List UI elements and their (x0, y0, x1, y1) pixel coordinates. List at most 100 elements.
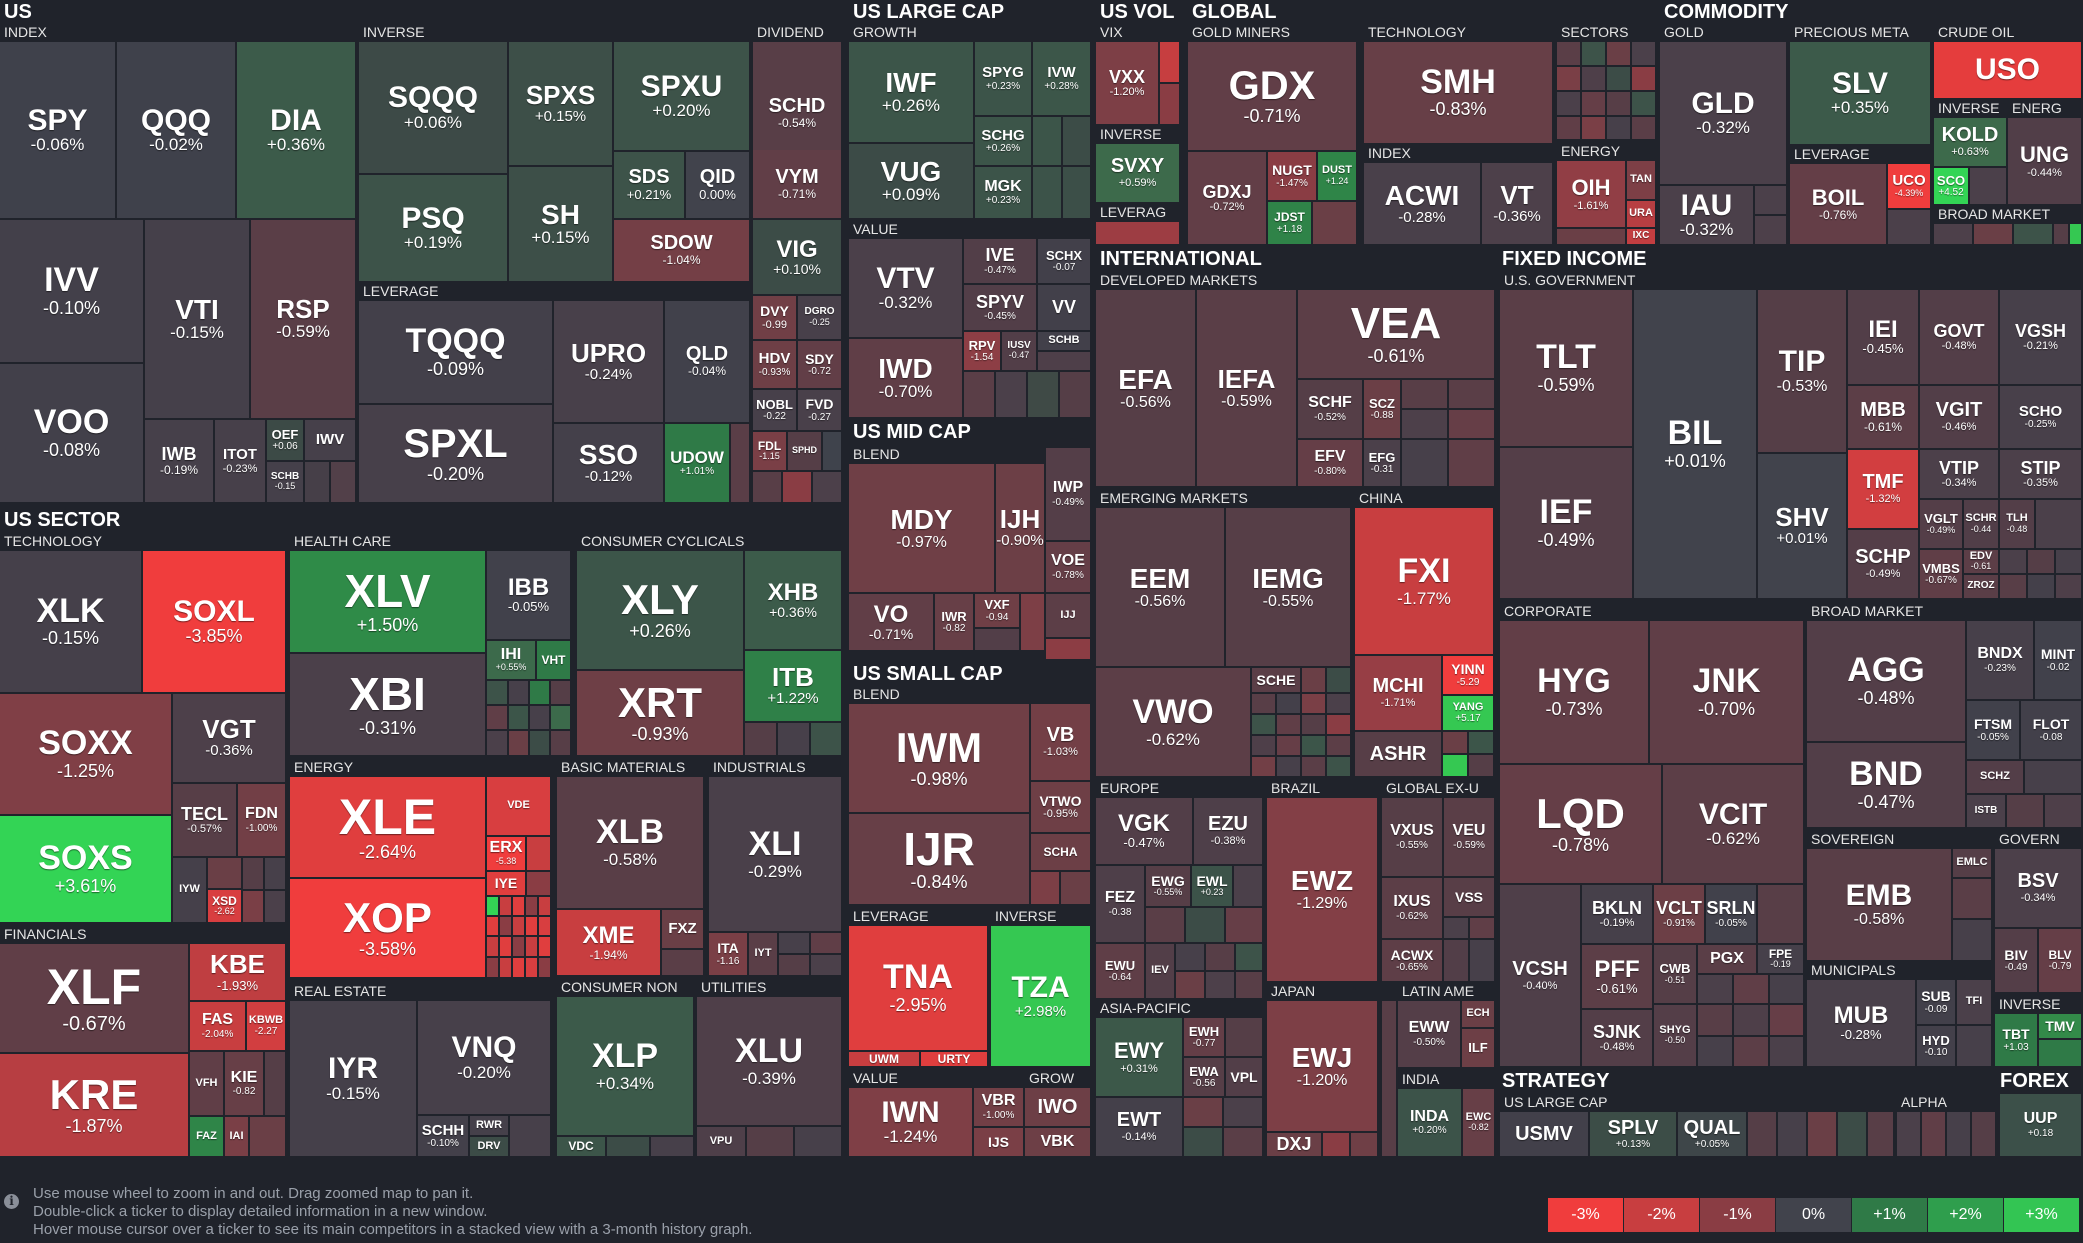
ticker-tile[interactable] (1234, 866, 1264, 908)
ticker-lqd[interactable]: LQD -0.78% (1500, 765, 1663, 885)
ticker-tile[interactable] (1758, 885, 1805, 945)
ticker-tile[interactable] (1557, 92, 1582, 117)
ticker-tile[interactable] (811, 933, 843, 955)
ticker-tile[interactable] (530, 706, 551, 731)
ticker-udow[interactable]: UDOW +1.01% (665, 424, 731, 504)
ticker-tile[interactable] (305, 462, 331, 504)
ticker-tile[interactable] (487, 937, 500, 958)
ticker-ezu[interactable]: EZU -0.38% (1194, 798, 1264, 866)
ticker-qqq[interactable]: QQQ -0.02% (117, 42, 237, 220)
ticker-tile[interactable] (1302, 757, 1327, 778)
ticker-erx[interactable]: ERX -5.38 (487, 837, 527, 872)
ticker-tile[interactable] (1327, 757, 1352, 778)
ticker-tqqq[interactable]: TQQQ -0.09% (359, 301, 554, 405)
ticker-iwp[interactable]: IWP -0.49% (1046, 448, 1092, 542)
ticker-gld[interactable]: GLD -0.32% (1660, 42, 1788, 186)
ticker-tile[interactable] (526, 937, 539, 958)
ticker-fas[interactable]: FAS -2.04% (190, 1002, 247, 1052)
ticker-tile[interactable] (813, 472, 843, 504)
ticker-fdl[interactable]: FDL -1.15 (753, 432, 788, 472)
ticker-rwr[interactable]: RWR (470, 1116, 510, 1137)
ticker-ivv[interactable]: IVV -0.10% (0, 220, 145, 364)
ticker-ewy[interactable]: EWY +0.31% (1096, 1018, 1184, 1098)
ticker-acwi[interactable]: ACWI -0.28% (1364, 163, 1482, 246)
ticker-iwm[interactable]: IWM -0.98% (849, 704, 1031, 814)
ticker-tile[interactable] (1449, 410, 1496, 440)
ticker-tile[interactable] (1277, 757, 1302, 778)
ticker-shyg[interactable]: SHYG -0.50 (1654, 1005, 1698, 1068)
ticker-tile[interactable] (811, 723, 843, 757)
ticker-tile[interactable] (530, 681, 551, 706)
ticker-uso[interactable]: USO (1934, 42, 2083, 100)
ticker-vtip[interactable]: VTIP -0.34% (1920, 450, 2000, 500)
ticker-xlv[interactable]: XLV +1.50% (290, 551, 487, 654)
ticker-tile[interactable] (1897, 1112, 1922, 1158)
ticker-tile[interactable] (487, 897, 500, 917)
ticker-tile[interactable] (1033, 117, 1063, 167)
ticker-tile[interactable] (1582, 67, 1607, 92)
ticker-smh[interactable]: SMH -0.83% (1364, 42, 1554, 145)
ticker-tile[interactable] (1443, 755, 1469, 778)
ticker-boil[interactable]: BOIL -0.76% (1790, 164, 1888, 246)
ticker-tmf[interactable]: TMF -1.32% (1848, 450, 1920, 530)
ticker-tile[interactable] (513, 937, 526, 958)
ticker-iev[interactable]: IEV (1146, 944, 1176, 1000)
ticker-inda[interactable]: INDA +0.20% (1398, 1089, 1463, 1158)
ticker-schx[interactable]: SCHX -0.07 (1038, 239, 1092, 285)
ticker-jdst[interactable]: JDST +1.18 (1268, 202, 1313, 246)
ticker-tile[interactable] (1021, 594, 1046, 652)
ticker-tile[interactable] (551, 731, 572, 757)
ticker-vgk[interactable]: VGK -0.47% (1096, 798, 1194, 866)
ticker-tile[interactable] (487, 706, 509, 731)
ticker-tile[interactable] (1557, 229, 1627, 246)
ticker-tile[interactable] (1302, 715, 1327, 736)
ticker-tile[interactable] (1972, 1112, 1997, 1158)
ticker-tile[interactable] (1302, 694, 1327, 715)
ticker-ftsm[interactable]: FTSM -0.05% (1967, 701, 2021, 761)
ticker-tile[interactable] (1063, 117, 1092, 167)
ticker-vo[interactable]: VO -0.71% (849, 594, 935, 652)
ticker-oih[interactable]: OIH -1.61% (1557, 161, 1627, 229)
ticker-tile[interactable] (2000, 550, 2028, 575)
ticker-tile[interactable] (1734, 1037, 1770, 1068)
ticker-tile[interactable] (1382, 1001, 1398, 1158)
ticker-tile[interactable] (551, 706, 572, 731)
ticker-tile[interactable] (513, 917, 526, 937)
ticker-tile[interactable] (745, 723, 778, 757)
ticker-xlf[interactable]: XLF -0.67% (0, 944, 190, 1054)
ticker-ewg[interactable]: EWG -0.55% (1146, 866, 1192, 908)
ticker-efg[interactable]: EFG -0.31 (1364, 440, 1402, 488)
ticker-tile[interactable] (509, 731, 530, 757)
ticker-soxs[interactable]: SOXS +3.61% (0, 816, 173, 924)
ticker-tile[interactable] (1252, 757, 1277, 778)
ticker-tile[interactable] (539, 937, 552, 958)
ticker-svxy[interactable]: SVXY +0.59% (1096, 144, 1181, 204)
ticker-tile[interactable] (1402, 380, 1449, 410)
ticker-tile[interactable] (1748, 1112, 1778, 1158)
ticker-tile[interactable] (1557, 117, 1582, 141)
ticker-tile[interactable] (2070, 224, 2083, 246)
ticker-schb[interactable]: SCHB -0.15 (267, 462, 305, 504)
ticker-ewz[interactable]: EWZ -1.29% (1267, 798, 1379, 983)
ticker-tile[interactable] (1734, 975, 1770, 1005)
ticker-sh[interactable]: SH +0.15% (509, 167, 614, 283)
ticker-xli[interactable]: XLI -0.29% (709, 777, 843, 933)
ticker-tile[interactable] (1224, 1098, 1264, 1128)
ticker-rpv[interactable]: RPV -1.54 (964, 332, 1002, 372)
ticker-vgt[interactable]: VGT -0.36% (173, 694, 287, 784)
ticker-tile[interactable] (1557, 67, 1582, 92)
ticker-tile[interactable] (539, 958, 552, 979)
ticker-nobl[interactable]: NOBL -0.22 (753, 390, 798, 432)
ticker-tile[interactable] (1224, 1128, 1264, 1158)
ticker-tile[interactable] (1252, 694, 1277, 715)
ticker-tile[interactable] (1046, 639, 1092, 661)
ticker-tile[interactable] (1469, 755, 1495, 778)
ticker-tile[interactable] (1607, 117, 1632, 141)
ticker-fez[interactable]: FEZ -0.38 (1096, 866, 1146, 944)
ticker-veu[interactable]: VEU -0.59% (1444, 798, 1496, 878)
ticker-soxl[interactable]: SOXL -3.85% (143, 551, 287, 694)
ticker-vti[interactable]: VTI -0.15% (145, 220, 251, 420)
ticker-ijr[interactable]: IJR -0.84% (849, 814, 1031, 906)
ticker-tile[interactable] (2000, 575, 2028, 600)
ticker-sub[interactable]: SUB -0.09 (1917, 980, 1957, 1026)
